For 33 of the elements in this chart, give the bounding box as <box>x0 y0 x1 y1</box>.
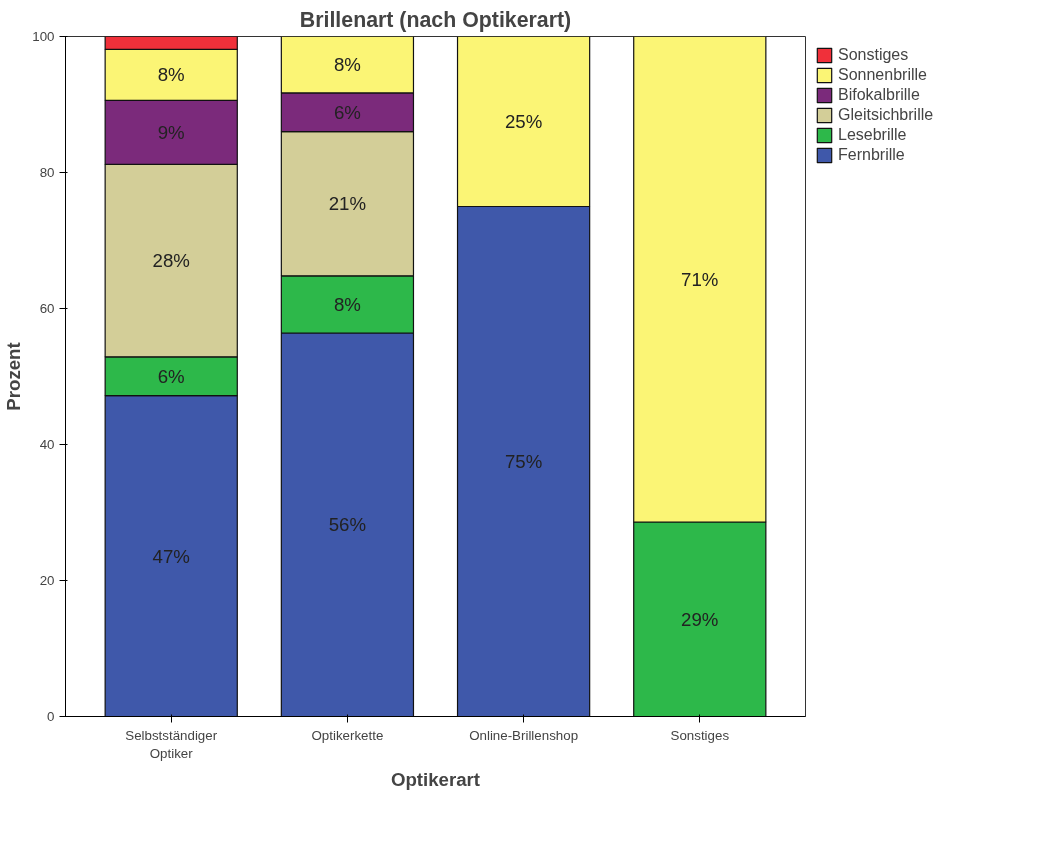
y-tick-label: 0 <box>47 709 55 724</box>
legend-label: Gleitsichbrille <box>838 106 934 124</box>
y-tick-label: 20 <box>39 573 55 588</box>
data-label: 6% <box>157 365 185 387</box>
y-tick-label: 100 <box>32 29 55 44</box>
y-axis-title: Prozent <box>3 342 25 411</box>
chart-title: Brillenart (nach Optikerart) <box>299 7 572 32</box>
data-label: 47% <box>152 545 190 567</box>
legend-label: Lesebrille <box>838 126 907 144</box>
data-label: 6% <box>333 101 361 123</box>
data-label: 21% <box>328 193 367 215</box>
data-label: 9% <box>157 121 185 143</box>
data-label: 25% <box>504 111 543 132</box>
x-axis-title: Optikerart <box>390 768 481 790</box>
legend-label: Fernbrille <box>838 146 905 164</box>
data-label: 28% <box>152 250 190 272</box>
data-label: 29% <box>681 608 719 630</box>
x-tick-label: Sonstiges <box>670 727 730 743</box>
legend-label: Sonstiges <box>838 46 909 64</box>
y-tick-label: 60 <box>39 301 55 316</box>
data-label: 8% <box>333 54 361 76</box>
legend-label: Sonnenbrille <box>838 66 927 84</box>
data-label: 71% <box>681 268 719 290</box>
data-label: 56% <box>328 514 367 536</box>
y-tick-label: 40 <box>39 437 55 452</box>
data-label: 75% <box>504 451 543 472</box>
data-label: 8% <box>333 293 361 315</box>
y-tick-label: 80 <box>39 165 55 180</box>
x-tick-label: Optikerkette <box>311 727 384 743</box>
x-tick-label: Online-Brillenshop <box>469 727 579 743</box>
data-label: 8% <box>157 64 185 86</box>
x-tick-label: Selbstständiger Optiker <box>125 727 218 761</box>
legend-label: Bifokalbrille <box>838 86 920 104</box>
